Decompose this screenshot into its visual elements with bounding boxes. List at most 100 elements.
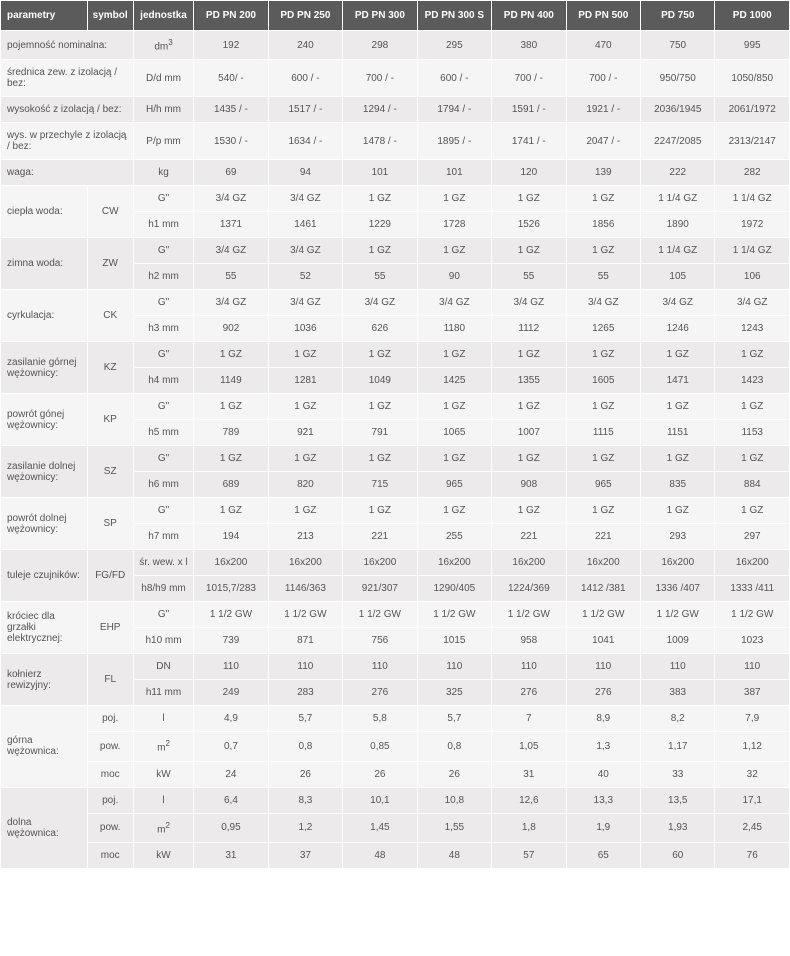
value: 3/4 GZ <box>194 238 268 264</box>
value: 32 <box>715 761 790 787</box>
symbol: poj. <box>87 706 133 732</box>
value: 1,12 <box>715 732 790 761</box>
col-header: PD 1000 <box>715 1 790 31</box>
unit: G" <box>133 394 193 420</box>
value: 110 <box>566 654 640 680</box>
value: 293 <box>641 524 715 550</box>
value: 2247/2085 <box>641 123 715 160</box>
value: 1 GZ <box>417 186 491 212</box>
value: 3/4 GZ <box>492 290 566 316</box>
unit: h4 mm <box>133 368 193 394</box>
value: 1149 <box>194 368 268 394</box>
value: 1,2 <box>268 813 342 842</box>
value: 965 <box>417 472 491 498</box>
unit: h3 mm <box>133 316 193 342</box>
unit: G" <box>133 446 193 472</box>
value: 297 <box>715 524 790 550</box>
value: 1294 / - <box>343 97 417 123</box>
unit: l <box>133 787 193 813</box>
value: 110 <box>417 654 491 680</box>
value: 1 1/2 GW <box>641 602 715 628</box>
value: 1530 / - <box>194 123 268 160</box>
value: 1 GZ <box>343 498 417 524</box>
unit: H/h mm <box>133 97 193 123</box>
value: 965 <box>566 472 640 498</box>
value: 276 <box>566 680 640 706</box>
value: 1229 <box>343 212 417 238</box>
symbol: moc <box>87 761 133 787</box>
value: 3/4 GZ <box>343 290 417 316</box>
table-row: średnica zew. z izolacją / bez:D/d mm540… <box>1 60 790 97</box>
value: 3/4 GZ <box>566 290 640 316</box>
value: 101 <box>343 160 417 186</box>
value: 1 GZ <box>417 238 491 264</box>
value: 1 1/2 GW <box>343 602 417 628</box>
value: 65 <box>566 842 640 868</box>
value: 1 GZ <box>343 342 417 368</box>
value: 52 <box>268 264 342 290</box>
value: 222 <box>641 160 715 186</box>
value: 24 <box>194 761 268 787</box>
value: 0,95 <box>194 813 268 842</box>
value: 37 <box>268 842 342 868</box>
value: 1180 <box>417 316 491 342</box>
value: 4,9 <box>194 706 268 732</box>
value: 3/4 GZ <box>715 290 790 316</box>
param-label: dolna wężownica: <box>1 787 88 868</box>
value: 16x200 <box>194 550 268 576</box>
unit: DN <box>133 654 193 680</box>
value: 110 <box>715 654 790 680</box>
param-label: ciepła woda: <box>1 186 88 238</box>
value: 110 <box>268 654 342 680</box>
param-label: waga: <box>1 160 134 186</box>
value: 1 GZ <box>566 498 640 524</box>
value: 1 1/4 GZ <box>641 238 715 264</box>
value: 94 <box>268 160 342 186</box>
value: 1 GZ <box>715 394 790 420</box>
value: 1 GZ <box>268 342 342 368</box>
value: 8,3 <box>268 787 342 813</box>
value: 1265 <box>566 316 640 342</box>
param-label: średnica zew. z izolacją / bez: <box>1 60 134 97</box>
value: 1 1/2 GW <box>566 602 640 628</box>
value: 16x200 <box>417 550 491 576</box>
value: 1 GZ <box>492 342 566 368</box>
unit: D/d mm <box>133 60 193 97</box>
value: 13,5 <box>641 787 715 813</box>
table-row: zasilanie dolnej wężownicy:SZG"1 GZ1 GZ1… <box>1 446 790 472</box>
table-row: kołnierz rewizyjny:FLDN11011011011011011… <box>1 654 790 680</box>
value: 1371 <box>194 212 268 238</box>
table-row: górna wężownica:poj.l4,95,75,85,778,98,2… <box>1 706 790 732</box>
value: 192 <box>194 31 268 60</box>
symbol: FL <box>87 654 133 706</box>
value: 689 <box>194 472 268 498</box>
value: 3/4 GZ <box>268 238 342 264</box>
value: 0,85 <box>343 732 417 761</box>
value: 921/307 <box>343 576 417 602</box>
value: 1224/369 <box>492 576 566 602</box>
value: 387 <box>715 680 790 706</box>
value: 2036/1945 <box>641 97 715 123</box>
value: 1412 /381 <box>566 576 640 602</box>
value: 3/4 GZ <box>194 186 268 212</box>
unit: h11 mm <box>133 680 193 706</box>
table-row: mockW3137484857656076 <box>1 842 790 868</box>
value: 1728 <box>417 212 491 238</box>
value: 48 <box>343 842 417 868</box>
value: 110 <box>492 654 566 680</box>
value: 1 GZ <box>715 498 790 524</box>
value: 16x200 <box>268 550 342 576</box>
value: 10,1 <box>343 787 417 813</box>
value: 2,45 <box>715 813 790 842</box>
table-row: wys. w przechyle z izolacją / bez:P/p mm… <box>1 123 790 160</box>
value: 1049 <box>343 368 417 394</box>
value: 16x200 <box>641 550 715 576</box>
value: 1,05 <box>492 732 566 761</box>
value: 1 GZ <box>492 238 566 264</box>
value: 1 GZ <box>566 446 640 472</box>
value: 0,8 <box>417 732 491 761</box>
value: 1 GZ <box>566 342 640 368</box>
unit: kW <box>133 842 193 868</box>
symbol: moc <box>87 842 133 868</box>
param-label: tuleje czujników: <box>1 550 88 602</box>
